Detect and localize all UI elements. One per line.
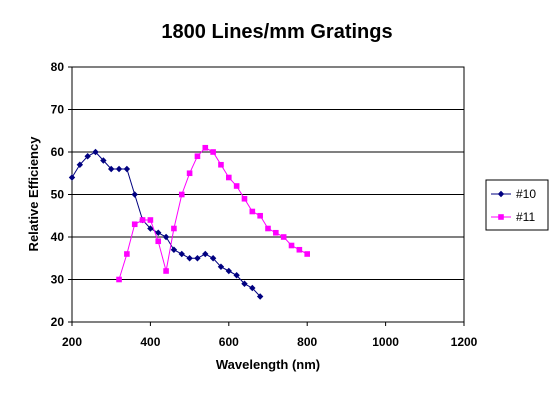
data-point (273, 229, 279, 236)
data-point (210, 149, 216, 155)
x-tick-label: 800 (297, 335, 317, 349)
data-point (202, 144, 209, 151)
data-point (209, 255, 217, 262)
data-point (116, 276, 122, 283)
data-point (178, 191, 185, 198)
data-point (241, 280, 248, 287)
data-point (256, 293, 264, 300)
data-point (68, 174, 76, 181)
data-point (76, 161, 84, 168)
data-point (147, 225, 154, 232)
data-point (186, 170, 193, 177)
data-point (171, 225, 177, 232)
gridlines (72, 66, 464, 323)
legend-label: #10 (516, 187, 536, 201)
data-point (139, 217, 146, 223)
legend-label: #11 (516, 210, 535, 224)
data-point (257, 212, 263, 219)
data-point (123, 165, 131, 173)
series-1 (68, 148, 264, 300)
data-point (288, 242, 295, 249)
data-point (162, 233, 170, 241)
data-point (124, 251, 130, 257)
chart-title: 1800 Lines/mm Gratings (161, 21, 392, 43)
x-tick-label: 400 (140, 335, 160, 349)
data-point (296, 246, 303, 253)
data-point (304, 251, 310, 257)
data-point (249, 208, 256, 215)
data-point (218, 161, 224, 168)
data-point (100, 157, 107, 164)
x-tick-label: 1200 (451, 335, 478, 349)
y-tick-label: 30 (51, 273, 65, 287)
series-layer (68, 144, 310, 300)
data-point (186, 255, 193, 262)
data-point (108, 165, 115, 173)
data-point (233, 272, 240, 279)
data-point (202, 250, 209, 258)
data-point (131, 191, 138, 198)
data-point (92, 148, 99, 156)
legend-marker (498, 214, 504, 220)
legend-marker (497, 190, 505, 198)
y-tick-label: 70 (51, 103, 65, 117)
y-tick-label: 50 (51, 188, 65, 202)
data-point (249, 284, 256, 292)
data-point (194, 255, 201, 262)
data-point (178, 250, 185, 258)
data-point (233, 183, 240, 189)
data-point (170, 246, 178, 253)
data-point (147, 217, 154, 223)
x-tick-label: 1000 (372, 335, 399, 349)
legend-box (485, 179, 549, 231)
y-tick-label: 40 (51, 230, 65, 244)
data-point (226, 174, 232, 181)
data-point (265, 225, 271, 232)
axis-ticks: 20 30 40 50 60 70 80 200 400 600 800 1000 1200 (51, 60, 478, 349)
data-point (155, 238, 162, 245)
data-point (155, 229, 162, 236)
data-point (194, 153, 201, 160)
data-point (241, 195, 248, 202)
series-2 (116, 144, 310, 283)
y-tick-label: 60 (51, 145, 65, 159)
x-tick-label: 600 (219, 335, 239, 349)
x-axis-label: Wavelength (nm) (216, 357, 320, 372)
data-point (163, 268, 169, 274)
data-point (115, 165, 123, 173)
data-point (217, 263, 225, 270)
series-line (71, 151, 261, 297)
y-tick-label: 80 (51, 60, 65, 74)
x-tick-label: 200 (62, 335, 82, 349)
data-point (84, 153, 91, 160)
data-point (131, 221, 138, 228)
legend: #10 #11 (485, 179, 549, 231)
y-axis-label: Relative Efficiency (26, 136, 41, 252)
y-tick-label: 20 (51, 315, 65, 329)
data-point (225, 267, 232, 275)
data-point (280, 234, 287, 240)
